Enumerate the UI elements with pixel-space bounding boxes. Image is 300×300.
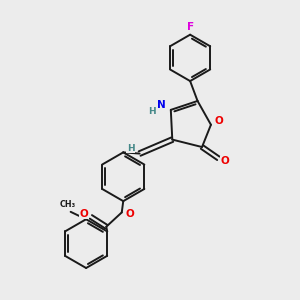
Text: CH₃: CH₃ — [60, 200, 76, 209]
Text: N: N — [157, 100, 166, 110]
Text: O: O — [220, 156, 229, 166]
Text: O: O — [215, 116, 224, 126]
Text: H: H — [148, 107, 156, 116]
Text: O: O — [126, 209, 134, 219]
Text: O: O — [80, 209, 89, 219]
Text: F: F — [187, 22, 194, 32]
Text: H: H — [127, 144, 134, 153]
